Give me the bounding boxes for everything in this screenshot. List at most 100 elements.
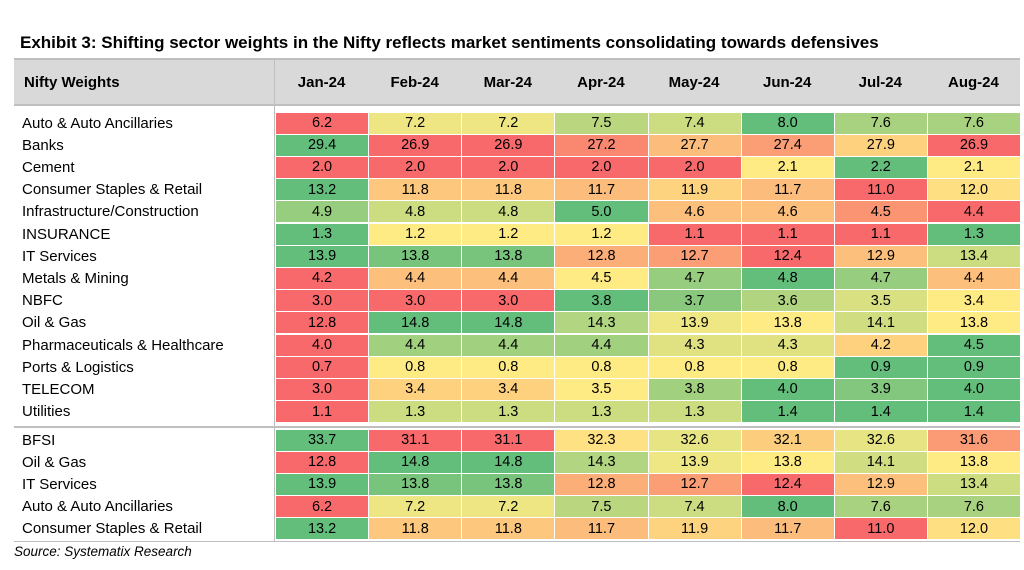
- table-cell: 4.4: [369, 267, 462, 289]
- table-cell: 4.0: [927, 378, 1020, 400]
- column-header: May-24: [647, 60, 741, 104]
- table-cell: 3.0: [276, 378, 369, 400]
- column-header: Jun-24: [740, 60, 834, 104]
- table-cell: 11.9: [648, 179, 741, 201]
- table-cell: 32.3: [555, 429, 648, 451]
- table-cell: 14.1: [834, 312, 927, 334]
- table-cell: 11.8: [369, 518, 462, 540]
- bottom-rule: [14, 541, 1020, 542]
- top-rule: [14, 58, 1020, 60]
- table-cell: 3.4: [462, 378, 555, 400]
- table-cell: 14.1: [834, 451, 927, 473]
- table-cell: 4.8: [741, 267, 834, 289]
- group-rule: [14, 426, 1020, 428]
- table-cell: 31.1: [462, 429, 555, 451]
- table-cell: 7.2: [369, 496, 462, 518]
- row-label: Auto & Auto Ancillaries: [22, 114, 173, 132]
- table-cell: 32.1: [741, 429, 834, 451]
- table-cell: 12.7: [648, 473, 741, 495]
- table-cell: 13.9: [648, 312, 741, 334]
- table-cell: 12.0: [927, 179, 1020, 201]
- table-cell: 1.2: [369, 223, 462, 245]
- table-cell: 4.2: [834, 334, 927, 356]
- table-cell: 0.8: [462, 356, 555, 378]
- table-cell: 3.7: [648, 290, 741, 312]
- table-cell: 1.3: [276, 223, 369, 245]
- column-header: Feb-24: [368, 60, 462, 104]
- table-cell: 32.6: [648, 429, 741, 451]
- table-cell: 0.8: [648, 356, 741, 378]
- table-cell: 7.2: [462, 496, 555, 518]
- table-cell: 12.8: [276, 451, 369, 473]
- table-cell: 4.4: [462, 267, 555, 289]
- table-cell: 3.4: [927, 290, 1020, 312]
- table-cell: 1.1: [648, 223, 741, 245]
- table-cell: 1.1: [834, 223, 927, 245]
- table-cell: 6.2: [276, 496, 369, 518]
- table-cell: 26.9: [927, 134, 1020, 156]
- table-cell: 3.5: [834, 290, 927, 312]
- column-header: Aug-24: [926, 60, 1020, 104]
- table-cell: 12.7: [648, 245, 741, 267]
- table-cell: 1.3: [462, 401, 555, 423]
- table-cell: 7.2: [462, 112, 555, 134]
- table-cell: 1.4: [741, 401, 834, 423]
- table-cell: 1.1: [741, 223, 834, 245]
- table-cell: 26.9: [369, 134, 462, 156]
- table-cell: 7.4: [648, 112, 741, 134]
- table-cell: 11.7: [741, 518, 834, 540]
- table-cell: 4.3: [648, 334, 741, 356]
- table-cell: 12.8: [276, 312, 369, 334]
- table-cell: 29.4: [276, 134, 369, 156]
- table-cell: 0.7: [276, 356, 369, 378]
- table-cell: 1.1: [276, 401, 369, 423]
- table-cell: 3.0: [276, 290, 369, 312]
- table-cell: 12.9: [834, 245, 927, 267]
- table-cell: 3.6: [741, 290, 834, 312]
- table-cell: 27.9: [834, 134, 927, 156]
- table-cell: 14.8: [462, 451, 555, 473]
- row-label: Banks: [22, 136, 64, 154]
- table-cell: 27.2: [555, 134, 648, 156]
- row-label: Infrastructure/Construction: [22, 203, 199, 221]
- table-cell: 7.2: [369, 112, 462, 134]
- table-cell: 13.8: [369, 473, 462, 495]
- row-label: INSURANCE: [22, 225, 111, 243]
- table-cell: 2.0: [276, 156, 369, 178]
- table-cell: 4.3: [741, 334, 834, 356]
- table-cell: 2.0: [648, 156, 741, 178]
- table-cell: 2.2: [834, 156, 927, 178]
- table-cell: 4.8: [369, 201, 462, 223]
- table-cell: 32.6: [834, 429, 927, 451]
- table-cell: 13.2: [276, 179, 369, 201]
- table-cell: 1.3: [369, 401, 462, 423]
- row-label: Utilities: [22, 403, 71, 421]
- table-cell: 2.1: [741, 156, 834, 178]
- table-cell: 12.4: [741, 245, 834, 267]
- table-cell: 11.0: [834, 179, 927, 201]
- table-cell: 1.3: [927, 223, 1020, 245]
- table-cell: 11.9: [648, 518, 741, 540]
- table-cell: 3.5: [555, 378, 648, 400]
- table-cell: 0.9: [834, 356, 927, 378]
- table-cell: 13.9: [648, 451, 741, 473]
- table-cell: 0.8: [369, 356, 462, 378]
- table-cell: 1.4: [834, 401, 927, 423]
- row-label: IT Services: [22, 247, 97, 265]
- table-cell: 4.9: [276, 201, 369, 223]
- table-cell: 11.7: [555, 518, 648, 540]
- table-cell: 1.3: [648, 401, 741, 423]
- table-cell: 11.7: [555, 179, 648, 201]
- table-cell: 13.8: [462, 473, 555, 495]
- table-cell: 7.5: [555, 112, 648, 134]
- table-cell: 4.2: [276, 267, 369, 289]
- table-cell: 27.7: [648, 134, 741, 156]
- table-cell: 3.8: [648, 378, 741, 400]
- table-cell: 14.3: [555, 312, 648, 334]
- row-label: Consumer Staples & Retail: [22, 181, 203, 199]
- table-cell: 8.0: [741, 112, 834, 134]
- table-cell: 2.0: [369, 156, 462, 178]
- table-cell: 13.8: [369, 245, 462, 267]
- table-cell: 7.6: [834, 496, 927, 518]
- table-cell: 2.0: [462, 156, 555, 178]
